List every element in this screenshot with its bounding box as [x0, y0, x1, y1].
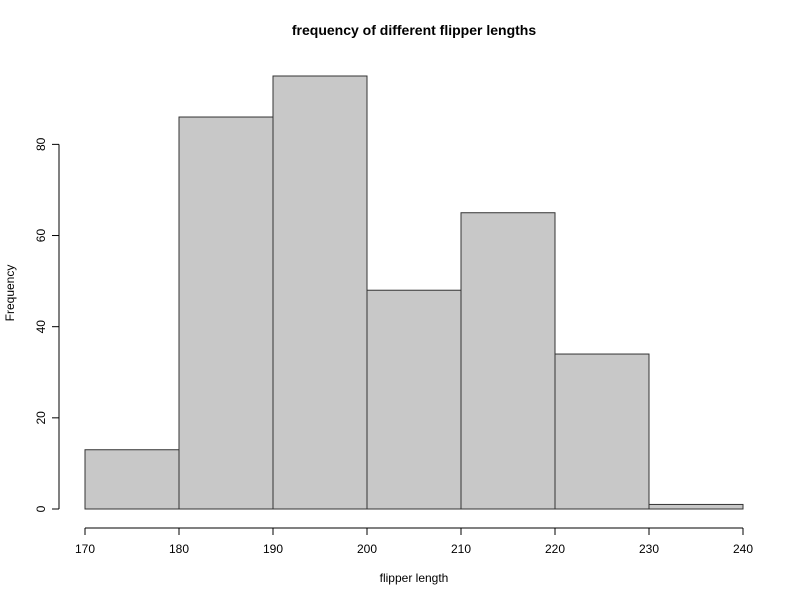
- x-tick-label: 180: [169, 542, 189, 556]
- histogram-bar: [554, 353, 650, 510]
- y-tick-label: 80: [34, 137, 48, 151]
- x-ticks-group: 170 180 190 200 210 220 230 240: [75, 528, 753, 556]
- x-tick-label: 190: [263, 542, 283, 556]
- y-tick-label: 0: [34, 505, 48, 512]
- x-axis-label: flipper length: [380, 571, 449, 585]
- histogram-bar: [648, 503, 744, 510]
- y-ticks-group: 0 20 40 60 80: [34, 137, 59, 512]
- y-tick-label: 40: [34, 320, 48, 334]
- y-tick-label: 20: [34, 411, 48, 425]
- x-tick-label: 170: [75, 542, 95, 556]
- x-tick-label: 220: [545, 542, 565, 556]
- x-tick-label: 230: [639, 542, 659, 556]
- x-tick-label: 240: [733, 542, 753, 556]
- histogram-bar: [366, 289, 462, 510]
- bars-group: [84, 75, 744, 510]
- y-axis-label: Frequency: [3, 265, 17, 322]
- chart-title: frequency of different flipper lengths: [292, 22, 536, 38]
- histogram-bar: [460, 212, 556, 510]
- x-tick-label: 200: [357, 542, 377, 556]
- x-tick-label: 210: [451, 542, 471, 556]
- histogram-bar: [178, 116, 274, 510]
- y-tick-label: 60: [34, 229, 48, 243]
- histogram-bar: [84, 449, 180, 510]
- histogram-bar: [272, 75, 368, 510]
